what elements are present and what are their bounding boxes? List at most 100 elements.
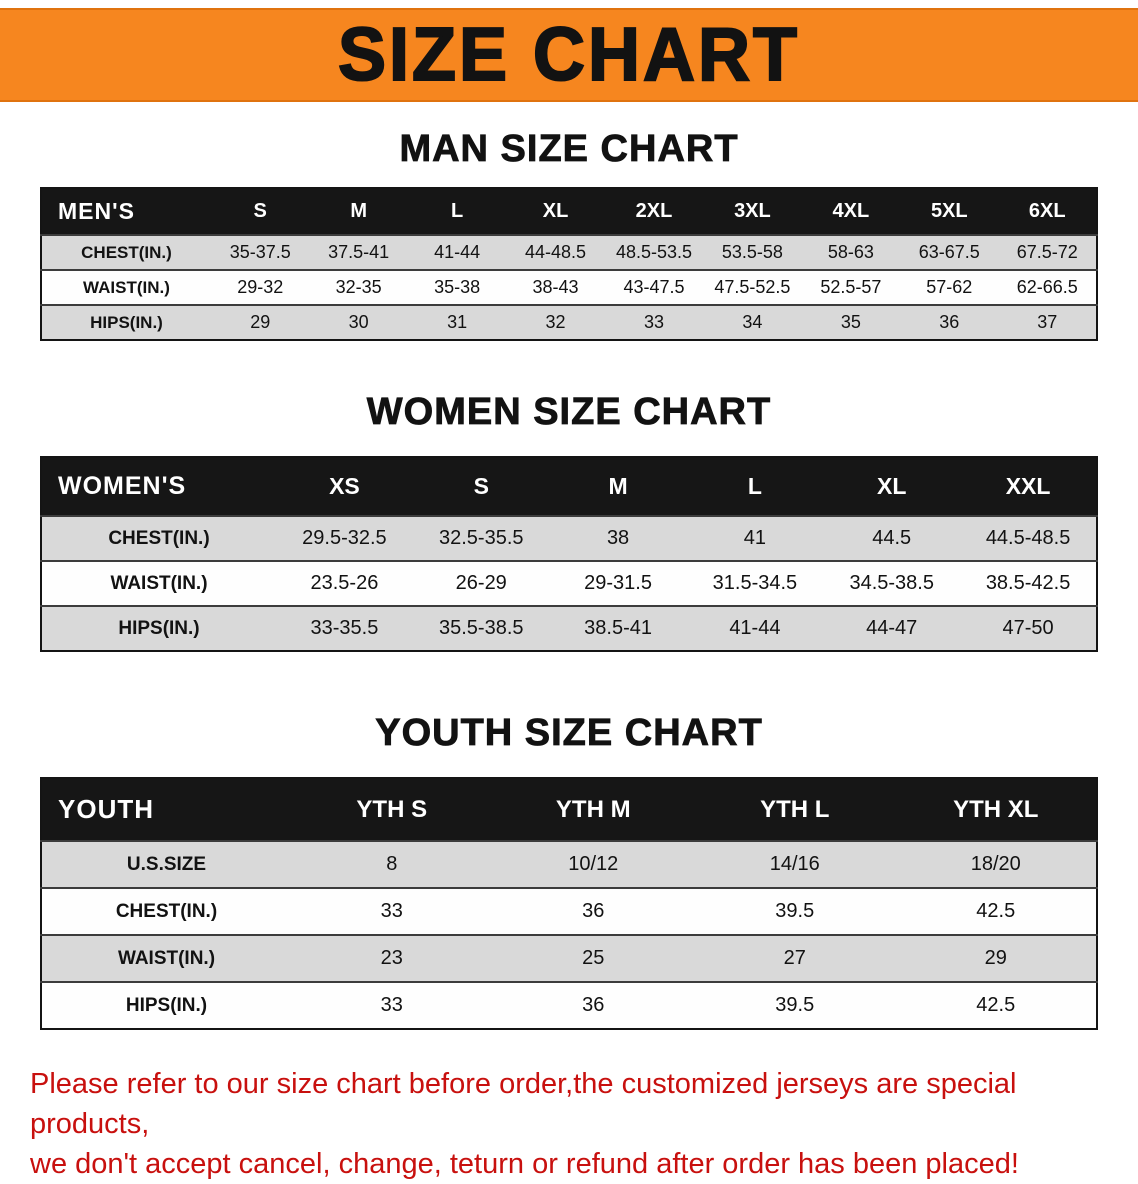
size-value: 27 [694,934,896,982]
size-value: 10/12 [492,840,694,888]
size-value: 33 [291,887,493,935]
table-row: U.S.SIZE 8 10/12 14/16 18/20 [41,840,1097,888]
size-value: 34.5-38.5 [823,560,961,606]
women-section: WOMEN SIZE CHART WOMEN'S XS S M L XL XXL CHEST(… [0,391,1138,652]
size-value: 29-31.5 [549,560,687,606]
banner: SIZE CHART [0,8,1138,102]
table-row: CHEST(IN.) 29.5-32.5 32.5-35.5 38 41 44.5 44.5… [41,515,1097,561]
table-row: CHEST(IN.) 33 36 39.5 42.5 [41,887,1097,935]
size-value: 41-44 [407,234,507,270]
column-header: XXL [960,457,1097,516]
size-value: 29.5-32.5 [276,515,413,561]
table-row: WAIST(IN.) 29-32 32-35 35-38 38-43 43-47.5 47.… [41,269,1097,305]
size-value: 36 [492,981,694,1029]
row-label: CHEST(IN.) [41,234,211,270]
size-value: 33 [291,981,493,1029]
size-value: 41-44 [686,605,824,651]
column-header: L [686,457,824,516]
size-value: 42.5 [895,887,1097,935]
size-value: 31.5-34.5 [686,560,824,606]
size-value: 48.5-53.5 [604,234,704,270]
row-label: CHEST(IN.) [41,887,291,935]
youth-section-heading: YOUTH SIZE CHART [375,712,763,755]
row-label: WAIST(IN.) [41,269,211,305]
youth-section: YOUTH SIZE CHART YOUTH YTH S YTH M YTH L YTH… [0,712,1138,1030]
size-value: 30 [309,304,408,340]
column-header: 2XL [604,188,704,235]
size-value: 41 [686,515,824,561]
size-value: 44-48.5 [506,234,605,270]
column-header: XL [823,457,961,516]
size-value: 39.5 [694,887,896,935]
size-value: 53.5-58 [703,234,802,270]
column-header: YTH S [291,778,493,841]
size-value: 58-63 [801,234,901,270]
women-size-table: WOMEN'S XS S M L XL XXL CHEST(IN.) 29.5-32.5 32.5… [40,456,1098,652]
size-value: 14/16 [694,840,896,888]
row-label: HIPS(IN.) [41,304,211,340]
order-notice: Please refer to our size chart before or… [30,1064,1138,1184]
table-row: HIPS(IN.) 29 30 31 32 33 34 35 36 37 [41,304,1097,340]
header-row: WOMEN'S XS S M L XL XXL [41,457,1097,516]
size-value: 38.5-42.5 [960,560,1097,606]
men-section: MAN SIZE CHART MEN'S S M L XL 2XL 3XL 4XL 5XL 6XL… [0,128,1138,341]
size-value: 38 [549,515,687,561]
row-label: HIPS(IN.) [41,605,276,651]
table-title-cell: MEN'S [41,188,211,235]
size-value: 67.5-72 [998,234,1097,270]
header-row: MEN'S S M L XL 2XL 3XL 4XL 5XL 6XL [41,188,1097,235]
size-value: 38-43 [506,269,605,305]
size-value: 29 [211,304,310,340]
table-row: WAIST(IN.) 23 25 27 29 [41,934,1097,982]
size-value: 23 [291,934,493,982]
size-value: 44-47 [823,605,961,651]
size-value: 57-62 [900,269,999,305]
table-row: WAIST(IN.) 23.5-26 26-29 29-31.5 31.5-34.5 34… [41,560,1097,606]
size-value: 31 [407,304,507,340]
row-label: U.S.SIZE [41,840,291,888]
size-value: 32-35 [309,269,408,305]
order-notice-line-1: Please refer to our size chart before or… [30,1068,1017,1140]
size-value: 23.5-26 [276,560,413,606]
size-value: 35-38 [407,269,507,305]
size-value: 32.5-35.5 [412,515,550,561]
column-header: YTH L [694,778,896,841]
column-header: L [407,188,507,235]
column-header: 3XL [703,188,802,235]
size-value: 35-37.5 [211,234,310,270]
column-header: 4XL [801,188,901,235]
size-value: 37 [998,304,1097,340]
size-value: 25 [492,934,694,982]
page-title: SIZE CHART [337,12,800,97]
column-header: M [549,457,687,516]
size-value: 37.5-41 [309,234,408,270]
size-value: 63-67.5 [900,234,999,270]
row-label: WAIST(IN.) [41,560,276,606]
size-value: 35.5-38.5 [412,605,550,651]
size-value: 42.5 [895,981,1097,1029]
men-size-table: MEN'S S M L XL 2XL 3XL 4XL 5XL 6XL CHEST(IN.) 35-37… [40,187,1098,341]
size-value: 44.5-48.5 [960,515,1097,561]
row-label: HIPS(IN.) [41,981,291,1029]
size-value: 43-47.5 [604,269,704,305]
table-title-cell: WOMEN'S [41,457,276,516]
column-header: S [412,457,550,516]
size-value: 39.5 [694,981,896,1029]
column-header: YTH XL [895,778,1097,841]
column-header: S [211,188,310,235]
column-header: XS [276,457,413,516]
size-value: 33-35.5 [276,605,413,651]
youth-size-table: YOUTH YTH S YTH M YTH L YTH XL U.S.SIZE 8 10/12… [40,777,1098,1030]
size-value: 26-29 [412,560,550,606]
size-value: 33 [604,304,704,340]
column-header: XL [506,188,605,235]
women-section-heading: WOMEN SIZE CHART [366,391,772,434]
size-value: 18/20 [895,840,1097,888]
column-header: YTH M [492,778,694,841]
column-header: 5XL [900,188,999,235]
size-value: 8 [291,840,493,888]
size-value: 52.5-57 [801,269,901,305]
size-value: 47-50 [960,605,1097,651]
size-value: 35 [801,304,901,340]
men-section-heading: MAN SIZE CHART [399,128,739,171]
